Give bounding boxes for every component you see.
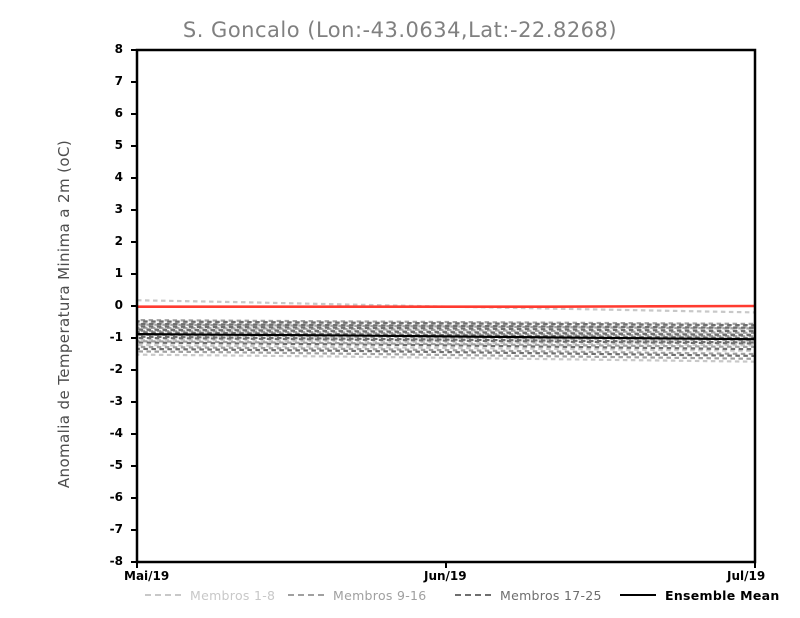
legend-swatch-membros-9-16 (288, 594, 324, 596)
legend-item-membros-9-16: Membros 9-16 (288, 586, 427, 604)
series-layer (136, 299, 756, 363)
y-tick-label: 0 (114, 298, 123, 312)
series-line (136, 329, 756, 338)
y-tick-label: -6 (109, 490, 123, 504)
y-tick-label: 1 (114, 266, 123, 280)
y-tick-label: 8 (114, 42, 123, 56)
legend-label-membros-9-16: Membros 9-16 (333, 587, 427, 603)
legend-swatch-ensemble-mean (620, 593, 656, 597)
series-line (136, 318, 756, 326)
series-line (136, 331, 756, 340)
y-tick-label: 2 (114, 234, 123, 248)
y-tick-label: -8 (109, 554, 123, 568)
legend-swatch-membros-17-25 (455, 594, 491, 596)
series-line (136, 336, 756, 345)
x-tick-label: Jun/19 (424, 569, 467, 583)
series-line (136, 326, 756, 334)
series-line (136, 321, 756, 328)
series-line (136, 353, 756, 363)
y-tick-label: 7 (114, 74, 123, 88)
series-line (136, 340, 756, 349)
y-tick-label: 5 (114, 138, 123, 152)
chart-legend: Membros 1-8 Membros 9-16 Membros 17-25 E… (0, 586, 800, 606)
series-line (136, 333, 756, 342)
y-tick-label: -2 (109, 362, 123, 376)
legend-item-membros-17-25: Membros 17-25 (455, 586, 602, 604)
legend-item-ensemble-mean: Ensemble Mean (620, 586, 780, 604)
series-line (136, 325, 756, 333)
series-line (136, 347, 756, 358)
series-line (136, 343, 756, 352)
x-tick-label: Jul/19 (727, 569, 766, 583)
ticks-layer (131, 49, 756, 568)
y-tick-label: 4 (114, 170, 123, 184)
series-line (136, 299, 756, 314)
series-line (136, 341, 756, 351)
series-line (136, 350, 756, 360)
y-tick-label: -4 (109, 426, 123, 440)
y-tick-label: 6 (114, 106, 123, 120)
legend-swatch-membros-1-8 (145, 594, 181, 596)
y-tick-label: -1 (109, 330, 123, 344)
series-line (136, 338, 756, 347)
y-tick-label: -5 (109, 458, 123, 472)
chart-title: S. Goncalo (Lon:-43.0634,Lat:-22.8268) (182, 18, 618, 42)
y-tick-label: -7 (109, 522, 123, 536)
series-line (136, 328, 756, 337)
series-line (136, 320, 756, 327)
series-line (137, 304, 756, 308)
y-tick-label: 3 (114, 202, 123, 216)
legend-label-membros-17-25: Membros 17-25 (500, 587, 602, 603)
legend-label-ensemble-mean: Ensemble Mean (665, 587, 780, 603)
legend-item-membros-1-8: Membros 1-8 (145, 586, 275, 604)
legend-label-membros-1-8: Membros 1-8 (190, 587, 276, 603)
series-line (136, 333, 756, 341)
x-tick-label: Mai/19 (124, 569, 170, 583)
series-line (136, 345, 756, 356)
y-tick-label: -3 (109, 394, 123, 408)
series-line (136, 322, 756, 329)
